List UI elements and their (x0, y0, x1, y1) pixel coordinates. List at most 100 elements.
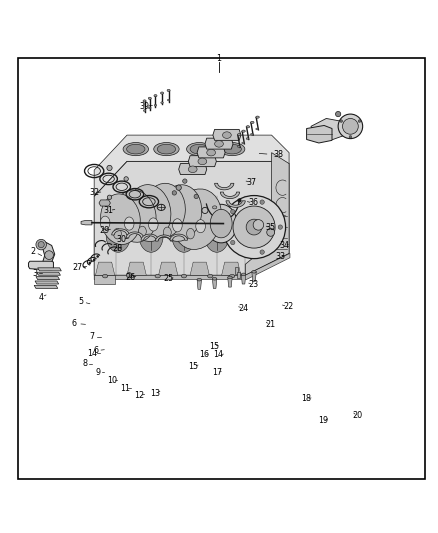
Polygon shape (170, 234, 187, 240)
Ellipse shape (187, 229, 194, 239)
Ellipse shape (128, 191, 170, 237)
Ellipse shape (252, 270, 256, 273)
Ellipse shape (148, 107, 151, 109)
Text: 3: 3 (32, 269, 38, 278)
Text: 7: 7 (89, 332, 95, 341)
Ellipse shape (182, 200, 208, 228)
Polygon shape (127, 262, 146, 275)
Ellipse shape (251, 133, 253, 135)
Polygon shape (159, 262, 178, 275)
Ellipse shape (212, 206, 217, 209)
Text: 16: 16 (199, 351, 208, 359)
Text: 17: 17 (212, 368, 222, 377)
Text: 28: 28 (112, 245, 123, 254)
Ellipse shape (172, 220, 196, 252)
Text: 10: 10 (107, 376, 117, 385)
Polygon shape (179, 164, 207, 174)
Text: 6: 6 (72, 319, 77, 328)
Ellipse shape (256, 128, 258, 130)
Ellipse shape (148, 97, 152, 99)
Circle shape (194, 194, 198, 199)
Polygon shape (35, 281, 59, 284)
Text: 19: 19 (318, 416, 328, 425)
Text: 11: 11 (120, 384, 130, 393)
Ellipse shape (154, 142, 179, 156)
Ellipse shape (101, 194, 140, 245)
Text: 6: 6 (94, 346, 99, 355)
Polygon shape (220, 192, 240, 199)
Ellipse shape (157, 144, 176, 154)
Ellipse shape (205, 220, 229, 252)
Circle shape (246, 219, 262, 235)
Text: 4: 4 (39, 293, 44, 302)
Text: 1: 1 (216, 54, 222, 63)
Ellipse shape (154, 104, 157, 106)
Polygon shape (94, 275, 115, 284)
Ellipse shape (190, 144, 208, 154)
Ellipse shape (143, 100, 146, 102)
Polygon shape (228, 278, 232, 287)
Circle shape (93, 259, 95, 261)
Ellipse shape (124, 217, 134, 230)
Text: 9: 9 (96, 368, 101, 377)
Polygon shape (311, 118, 345, 140)
Circle shape (107, 165, 112, 171)
Ellipse shape (187, 142, 212, 156)
Text: 30: 30 (117, 235, 127, 244)
Ellipse shape (139, 220, 163, 252)
Polygon shape (94, 253, 290, 280)
Circle shape (340, 120, 343, 123)
Polygon shape (190, 262, 209, 275)
Ellipse shape (123, 142, 148, 156)
Text: 26: 26 (125, 273, 136, 282)
Circle shape (107, 195, 112, 199)
Ellipse shape (127, 144, 145, 154)
Text: 23: 23 (248, 279, 258, 288)
Text: 14: 14 (213, 351, 223, 359)
Text: 25: 25 (163, 274, 174, 283)
Circle shape (233, 206, 275, 248)
Circle shape (38, 241, 44, 248)
Ellipse shape (223, 144, 241, 154)
Circle shape (124, 177, 128, 181)
Text: 34: 34 (280, 241, 290, 250)
Polygon shape (112, 229, 129, 235)
Ellipse shape (226, 213, 230, 216)
Ellipse shape (174, 191, 216, 237)
Ellipse shape (181, 274, 187, 278)
Circle shape (336, 111, 341, 117)
Ellipse shape (237, 134, 241, 136)
Ellipse shape (157, 185, 202, 241)
Polygon shape (34, 285, 58, 288)
Text: 18: 18 (301, 394, 311, 403)
Text: 33: 33 (276, 252, 285, 261)
Ellipse shape (114, 190, 156, 243)
Ellipse shape (230, 274, 235, 278)
Ellipse shape (113, 229, 121, 239)
Polygon shape (141, 234, 159, 240)
Ellipse shape (219, 142, 245, 156)
Ellipse shape (157, 204, 165, 211)
Ellipse shape (138, 226, 146, 237)
Ellipse shape (246, 138, 249, 140)
Ellipse shape (256, 116, 259, 118)
Polygon shape (307, 125, 332, 143)
Bar (237, 272, 240, 278)
Polygon shape (197, 147, 225, 158)
Text: 35: 35 (265, 223, 276, 232)
Circle shape (267, 229, 275, 236)
Polygon shape (126, 232, 144, 238)
Text: 20: 20 (352, 411, 362, 420)
Ellipse shape (143, 110, 146, 111)
Ellipse shape (198, 158, 207, 165)
Circle shape (88, 262, 91, 264)
Polygon shape (28, 261, 53, 270)
Polygon shape (94, 135, 289, 197)
Polygon shape (252, 272, 256, 281)
Circle shape (176, 185, 181, 190)
Circle shape (127, 273, 132, 278)
Text: 14: 14 (87, 349, 97, 358)
Text: 15: 15 (188, 362, 199, 371)
Ellipse shape (160, 92, 163, 94)
Text: 37: 37 (247, 178, 257, 187)
